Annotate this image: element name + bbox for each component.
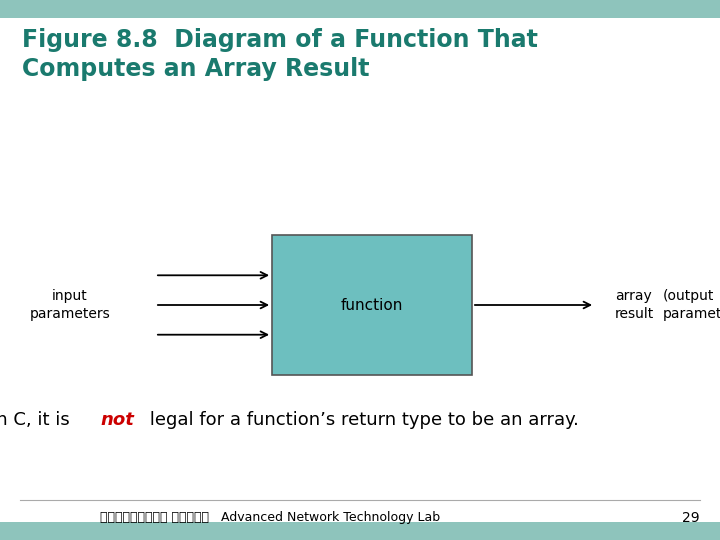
Bar	[20, 205, 700, 400]
Text: function: function	[341, 298, 403, 313]
Text: (output
parameter): (output parameter)	[663, 289, 720, 321]
Text: In C, it is: In C, it is	[0, 411, 76, 429]
Text: not: not	[101, 411, 135, 429]
Text: array
result: array result	[615, 289, 654, 321]
Bar	[272, 235, 472, 375]
Text: input
parameters: input parameters	[30, 289, 110, 321]
Bar	[0, 0, 720, 18]
Bar	[0, 522, 720, 540]
Text: legal for a function’s return type to be an array.: legal for a function’s return type to be…	[144, 411, 579, 429]
Text: Figure 8.8  Diagram of a Function That
Computes an Array Result: Figure 8.8 Diagram of a Function That Co…	[22, 28, 538, 81]
Text: 29: 29	[683, 511, 700, 525]
Text: 中正大學通訊工程系 潘仁義老師   Advanced Network Technology Lab: 中正大學通訊工程系 潘仁義老師 Advanced Network Technol…	[100, 511, 440, 524]
